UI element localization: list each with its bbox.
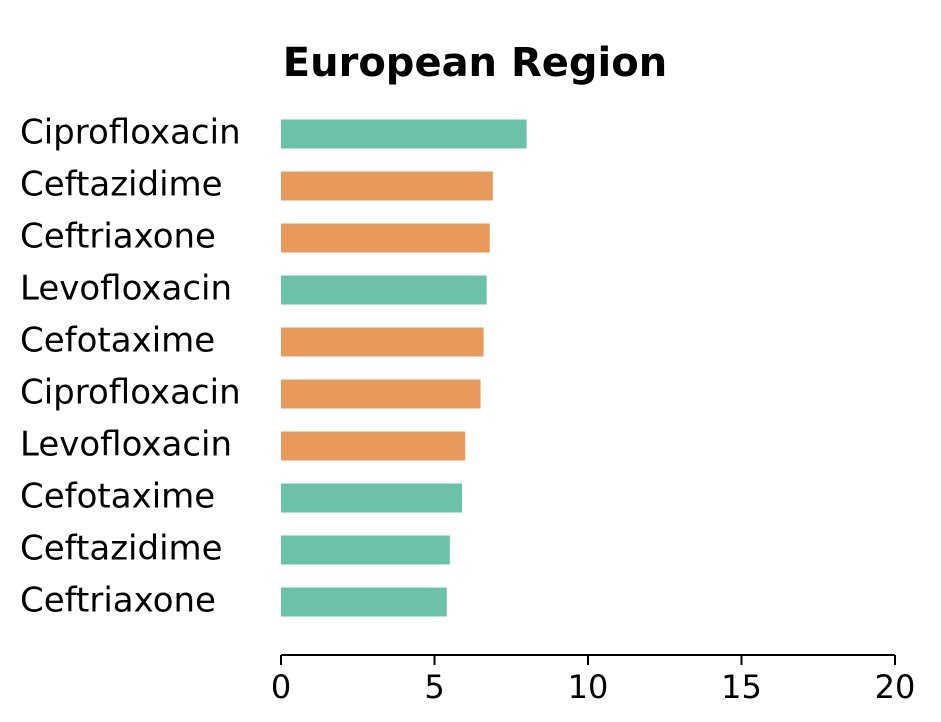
bar bbox=[281, 587, 447, 617]
bar bbox=[281, 379, 481, 409]
x-tick-label: 10 bbox=[568, 668, 609, 706]
x-tick-label: 15 bbox=[721, 668, 762, 706]
y-tick-label: Cefotaxime bbox=[20, 477, 215, 517]
x-tick-label: 0 bbox=[271, 668, 291, 706]
bar bbox=[281, 223, 490, 253]
y-tick-label: Ceftriaxone bbox=[20, 217, 216, 257]
y-tick-label: Ciprofloxacin bbox=[20, 113, 241, 153]
bar bbox=[281, 535, 450, 565]
y-tick-label: Levofloxacin bbox=[20, 269, 232, 309]
y-tick-label: Cefotaxime bbox=[20, 321, 215, 361]
bar bbox=[281, 119, 527, 149]
bar bbox=[281, 171, 493, 201]
bar bbox=[281, 483, 463, 513]
x-tick-label: 5 bbox=[424, 668, 444, 706]
y-tick-label: Ciprofloxacin bbox=[20, 373, 241, 413]
bar bbox=[281, 275, 487, 305]
bar bbox=[281, 431, 466, 461]
x-tick-label: 20 bbox=[875, 668, 916, 706]
chart-title: European Region bbox=[283, 40, 667, 86]
y-tick-label: Ceftazidime bbox=[20, 529, 223, 569]
y-tick-label: Ceftriaxone bbox=[20, 581, 216, 621]
bar bbox=[281, 327, 484, 357]
y-tick-label: Ceftazidime bbox=[20, 165, 223, 205]
y-tick-label: Levofloxacin bbox=[20, 425, 232, 465]
